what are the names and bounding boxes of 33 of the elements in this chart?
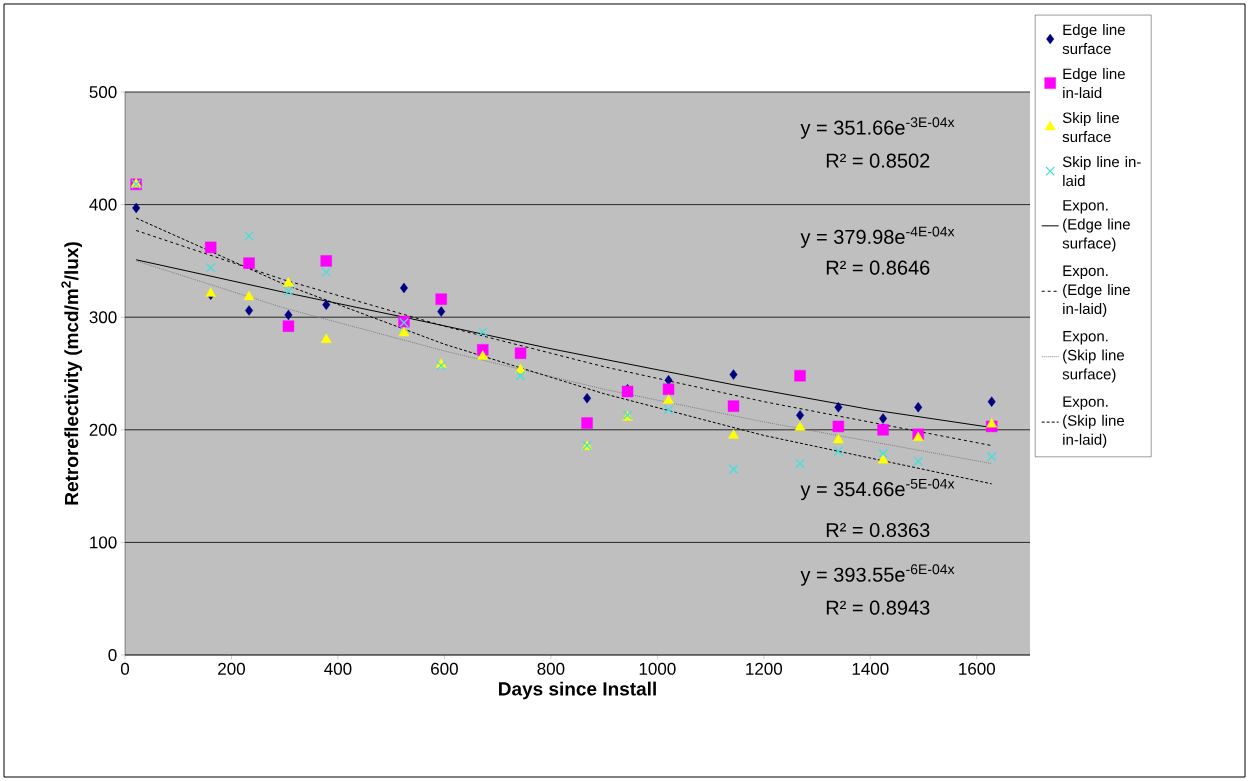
x-tick-label: 400 [324, 662, 352, 675]
x-tick-label: 1200 [746, 662, 783, 675]
x-tick-label: 1400 [852, 662, 889, 675]
y-tick-label: 300 [89, 311, 117, 324]
y-tick-label: 0 [108, 648, 117, 662]
annotation: y = 393.55e$^{-6E-04x}$ [800, 564, 955, 586]
annotation: R² = 0.8363 [826, 522, 930, 538]
legend-label: Expon. (Edge line in-laid) [1063, 265, 1130, 317]
annotation: y = 379.98e$^{-4E-04x}$ [800, 226, 955, 248]
x-tick-label: 0 [120, 662, 130, 675]
y-tick-label: 200 [89, 423, 117, 436]
legend-label: Edge line in-laid [1063, 68, 1125, 99]
x-axis-title: Days since Install [499, 681, 656, 700]
y-tick-label: 400 [89, 198, 117, 211]
legend-label: Edge line surface [1062, 24, 1125, 55]
x-tick-label: 800 [537, 662, 565, 675]
x-tick-label: 600 [431, 662, 458, 675]
x-tick-label: 200 [218, 662, 245, 675]
annotation: y = 351.66e$^{-3E-04x}$ [800, 117, 955, 139]
legend-label: Expon. (Skip line in-laid) [1063, 396, 1125, 448]
legend-label: Skip line in-laid [1062, 156, 1141, 187]
annotation: y = 354.66e$^{-5E-04x}$ [800, 478, 955, 501]
annotation: R² = 0.8646 [826, 260, 930, 275]
legend-label: Expon. (Skip line surface) [1062, 330, 1125, 383]
legend-label: Skip line surface [1062, 112, 1120, 143]
y-tick-label: 100 [90, 536, 117, 549]
annotation: R² = 0.8943 [826, 600, 930, 615]
y-tick-label: 500 [89, 85, 117, 99]
x-tick-label: 1000 [639, 662, 676, 675]
y-axis-title: Retroreflectivity (mcd/m$^{2}$/lux) [61, 242, 83, 505]
annotation: R² = 0.8502 [826, 153, 930, 168]
legend-label: Expon. (Edge line surface) [1062, 200, 1130, 252]
x-tick-label: 1600 [959, 662, 996, 675]
